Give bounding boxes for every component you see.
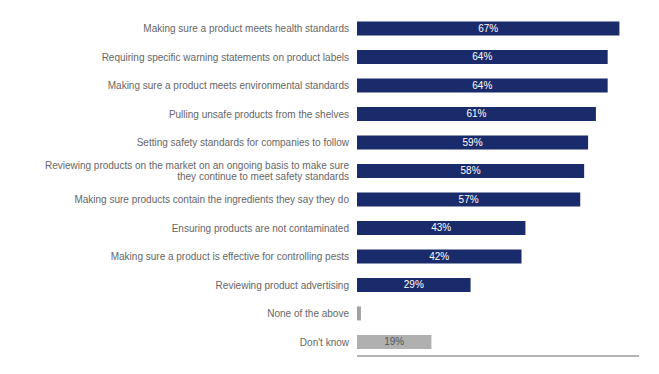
svg-text:42%: 42% [429,251,449,262]
svg-text:Making sure a product meets he: Making sure a product meets health stand… [143,23,349,34]
svg-text:58%: 58% [461,165,481,176]
svg-text:Making sure a product meets en: Making sure a product meets environmenta… [108,80,349,91]
svg-text:Don't know: Don't know [300,336,350,347]
svg-text:Reviewing product advertising: Reviewing product advertising [216,279,349,290]
svg-text:Making sure products contain t: Making sure products contain the ingredi… [74,194,349,205]
svg-text:29%: 29% [404,279,424,290]
svg-text:Reviewing products on the mark: Reviewing products on the market on an o… [45,160,350,182]
svg-text:64%: 64% [472,80,492,91]
svg-text:43%: 43% [431,222,451,233]
svg-text:64%: 64% [472,51,492,62]
svg-text:57%: 57% [459,194,479,205]
svg-text:None of the above: None of the above [267,308,349,319]
svg-text:Ensuring products are not cont: Ensuring products are not contaminated [172,222,349,233]
svg-text:67%: 67% [478,23,498,34]
svg-text:19%: 19% [384,336,404,347]
svg-text:Making sure a product is effec: Making sure a product is effective for c… [111,251,349,262]
svg-text:61%: 61% [466,108,486,119]
svg-text:Pulling unsafe products from t: Pulling unsafe products from the shelves [169,108,349,119]
svg-text:59%: 59% [463,137,483,148]
svg-text:Requiring specific warning sta: Requiring specific warning statements on… [102,51,349,62]
svg-text:Setting safety standards for c: Setting safety standards for companies t… [137,137,350,148]
